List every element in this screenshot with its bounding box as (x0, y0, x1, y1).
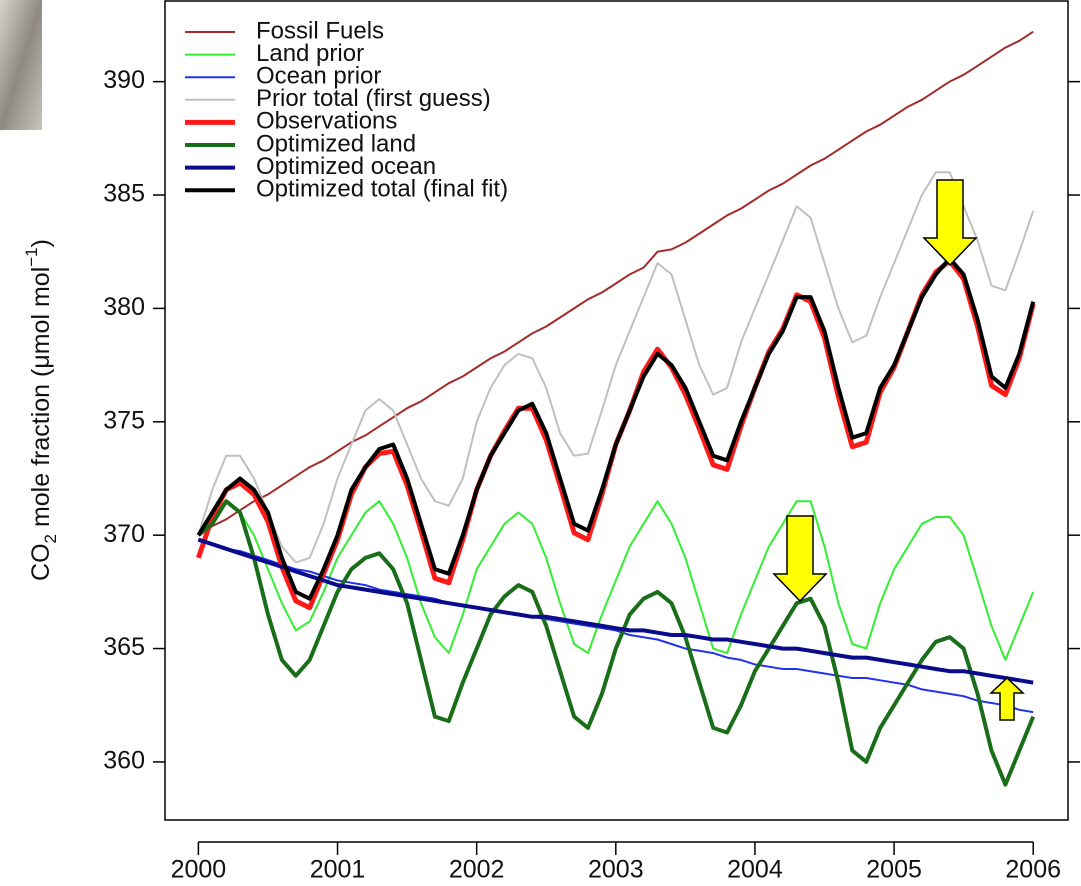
y-tick-label: 365 (103, 633, 145, 661)
series-line (198, 540, 1033, 683)
x-tick-label: 2001 (310, 856, 366, 884)
chart: 360 365 370 375 380 385 390 2000 2001 2002 2003 200… (0, 0, 1081, 886)
x-tick-label: 2004 (727, 856, 783, 884)
photo-fragment (0, 0, 42, 130)
y-label-part: 2 (41, 534, 60, 543)
y-tick-label: 360 (103, 747, 145, 775)
series-line (198, 501, 1033, 784)
y-label-part: −1 (22, 247, 41, 266)
x-tick-label: 2003 (588, 856, 644, 884)
axes: 360 365 370 375 380 385 390 2000 2001 2002 2003 200… (103, 66, 1080, 883)
y-label-part: ) (27, 239, 55, 247)
arrows (774, 180, 1023, 720)
y-label-part: CO (27, 543, 55, 581)
y-tick-label: 375 (103, 406, 145, 434)
x-tick-label: 2005 (866, 856, 922, 884)
x-tick-label: 2000 (171, 856, 227, 884)
series-line (198, 172, 1033, 562)
arrow (924, 180, 976, 265)
legend-label: Optimized total (final fit) (256, 176, 508, 203)
arrow (991, 678, 1023, 720)
y-axis-label: CO2 mole fraction (μmol mol−1) (22, 239, 60, 581)
series-line (198, 261, 1033, 608)
y-tick-label: 380 (103, 293, 145, 321)
x-tick-label: 2006 (1005, 856, 1061, 884)
x-tick-label: 2002 (449, 856, 505, 884)
y-label-part: mole fraction (μmol mol (27, 267, 55, 534)
y-tick-label: 370 (103, 520, 145, 548)
y-tick-label: 385 (103, 180, 145, 208)
y-tick-label: 390 (103, 66, 145, 94)
